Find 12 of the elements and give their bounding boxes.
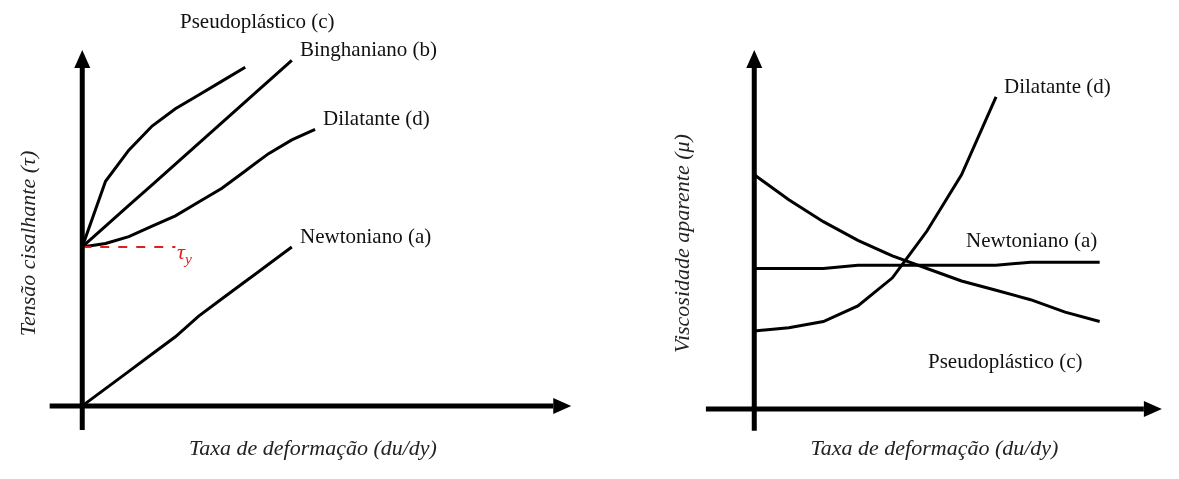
series-label: Pseudoplástico (c) [928, 349, 1083, 373]
y-axis-title: Viscosidade aparente (μ) [668, 134, 694, 353]
text: Pseudoplástico (c) [180, 9, 335, 33]
series-label: Dilatante (d) [1004, 74, 1111, 98]
x-axis-title: Taxa de deformação (du/dy) [810, 434, 1059, 460]
x-axis-title: Taxa de deformação (du/dy) [189, 434, 437, 460]
y-axis-title: Tensão cisalhante (τ) [14, 150, 40, 337]
series-label: Newtoniano (a) [300, 224, 432, 248]
series-label: Binghaniano (b) [300, 37, 438, 61]
series-label: Newtoniano (a) [966, 228, 1098, 252]
series-label: Dilatante (d) [323, 106, 430, 130]
ref-line-label: τ$_{y}$ [177, 239, 192, 267]
